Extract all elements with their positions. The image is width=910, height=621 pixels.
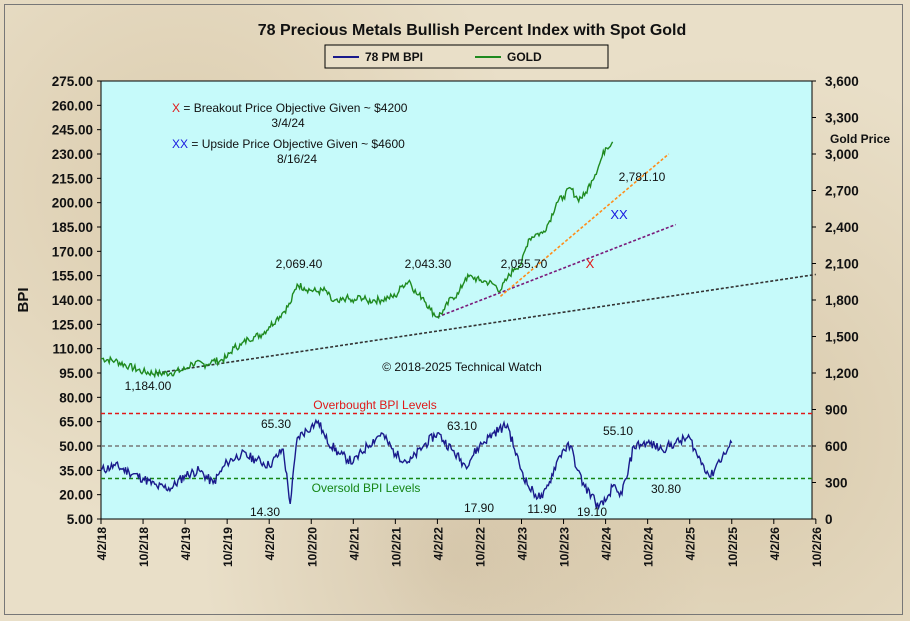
bpi-series-line: [100, 418, 733, 511]
gold-value-label: 2,043.30: [405, 257, 452, 271]
left-tick-label: 20.00: [59, 488, 93, 503]
x-tick-label: 10/2/19: [221, 527, 235, 567]
bpi-value-label: 11.90: [527, 502, 556, 516]
x-tick-label: 10/2/23: [558, 527, 572, 567]
left-axis-label: BPI: [15, 287, 32, 312]
overbought-label: Overbought BPI Levels: [313, 398, 436, 412]
gold-value-label: 2,069.40: [276, 257, 323, 271]
x-tick-label: 4/2/22: [431, 527, 445, 561]
left-tick-label: 215.00: [52, 171, 93, 186]
right-tick-label: 3,600: [825, 74, 859, 89]
gold-value-label: 2,781.10: [619, 170, 666, 184]
gold-value-label: 1,184.00: [125, 379, 172, 393]
left-tick-label: 110.00: [52, 342, 93, 357]
right-tick-label: 900: [825, 403, 848, 418]
right-tick-label: 3,000: [825, 147, 859, 162]
left-tick-label: 35.00: [59, 463, 93, 478]
left-tick-label: 125.00: [52, 317, 93, 332]
left-tick-label: 230.00: [52, 147, 93, 162]
breakout-marker: X: [586, 256, 595, 271]
trend-line: [437, 223, 676, 318]
right-tick-label: 1,800: [825, 293, 859, 308]
left-tick-label: 80.00: [59, 390, 93, 405]
right-tick-label: 2,400: [825, 220, 859, 235]
left-tick-label: 275.00: [52, 74, 93, 89]
legend: 78 PM BPI GOLD: [324, 44, 609, 69]
right-tick-label: 600: [825, 439, 848, 454]
x-tick-label: 4/2/18: [95, 527, 109, 561]
gold-series-line: [100, 141, 614, 379]
oversold-label: Oversold BPI Levels: [312, 481, 421, 495]
x-tick-label: 10/2/24: [642, 527, 656, 567]
objective-date: 3/4/24: [271, 116, 305, 130]
gold-value-label: 2,055.70: [501, 257, 548, 271]
legend-box: [324, 44, 609, 69]
right-tick-label: 2,100: [825, 257, 859, 272]
left-tick-label: 245.00: [52, 123, 93, 138]
right-tick-label: 2,700: [825, 184, 859, 199]
left-tick-label: 170.00: [52, 244, 93, 259]
right-tick-label: 1,500: [825, 330, 859, 345]
objective-note: X = Breakout Price Objective Given ~ $42…: [172, 101, 408, 115]
left-tick-label: 50.00: [59, 439, 93, 454]
x-tick-label: 4/2/21: [347, 527, 361, 561]
legend-entry: 78 PM BPI: [365, 50, 423, 64]
upside-marker: XX: [610, 207, 628, 222]
trend-line: [156, 273, 816, 374]
left-tick-label: 65.00: [59, 415, 93, 430]
bpi-value-label: 14.30: [250, 505, 280, 519]
right-tick-label: 300: [825, 476, 848, 491]
left-tick-label: 185.00: [52, 220, 93, 235]
left-tick-label: 5.00: [67, 512, 93, 527]
objective-note: XX = Upside Price Objective Given ~ $460…: [172, 137, 405, 151]
bpi-value-label: 30.80: [651, 482, 681, 496]
x-tick-label: 4/2/26: [768, 527, 782, 561]
right-tick-label: 3,300: [825, 111, 859, 126]
chart-border: [4, 4, 903, 615]
left-tick-label: 95.00: [59, 366, 93, 381]
x-tick-label: 4/2/19: [179, 527, 193, 561]
chart-title: 78 Precious Metals Bullish Percent Index…: [258, 22, 687, 39]
copyright-note: © 2018-2025 Technical Watch: [382, 360, 542, 374]
right-tick-label: 0: [825, 512, 833, 527]
left-tick-label: 140.00: [52, 293, 93, 308]
left-tick-label: 260.00: [52, 98, 93, 113]
x-tick-label: 10/2/20: [305, 527, 319, 567]
bpi-value-label: 55.10: [603, 424, 633, 438]
right-axis-label: Gold Price: [830, 132, 890, 146]
x-tick-label: 10/2/25: [726, 527, 740, 567]
trend-line: [499, 153, 670, 297]
x-tick-label: 4/2/20: [263, 527, 277, 561]
bpi-value-label: 19.10: [577, 505, 607, 519]
x-tick-label: 4/2/25: [684, 527, 698, 561]
left-tick-label: 200.00: [52, 196, 93, 211]
x-tick-label: 4/2/23: [516, 527, 530, 561]
x-tick-label: 10/2/22: [473, 527, 487, 567]
objective-date: 8/16/24: [277, 152, 317, 166]
x-tick-label: 4/2/24: [600, 527, 614, 561]
x-tick-label: 10/2/21: [389, 527, 403, 567]
bpi-value-label: 65.30: [261, 417, 291, 431]
right-tick-label: 1,200: [825, 366, 859, 381]
plot-area: [100, 80, 813, 520]
x-tick-label: 10/2/18: [137, 527, 151, 567]
left-tick-label: 155.00: [52, 269, 93, 284]
legend-entry: GOLD: [507, 50, 542, 64]
x-tick-label: 10/2/26: [810, 527, 824, 567]
bpi-value-label: 63.10: [447, 419, 477, 433]
bpi-value-label: 17.90: [464, 501, 494, 515]
